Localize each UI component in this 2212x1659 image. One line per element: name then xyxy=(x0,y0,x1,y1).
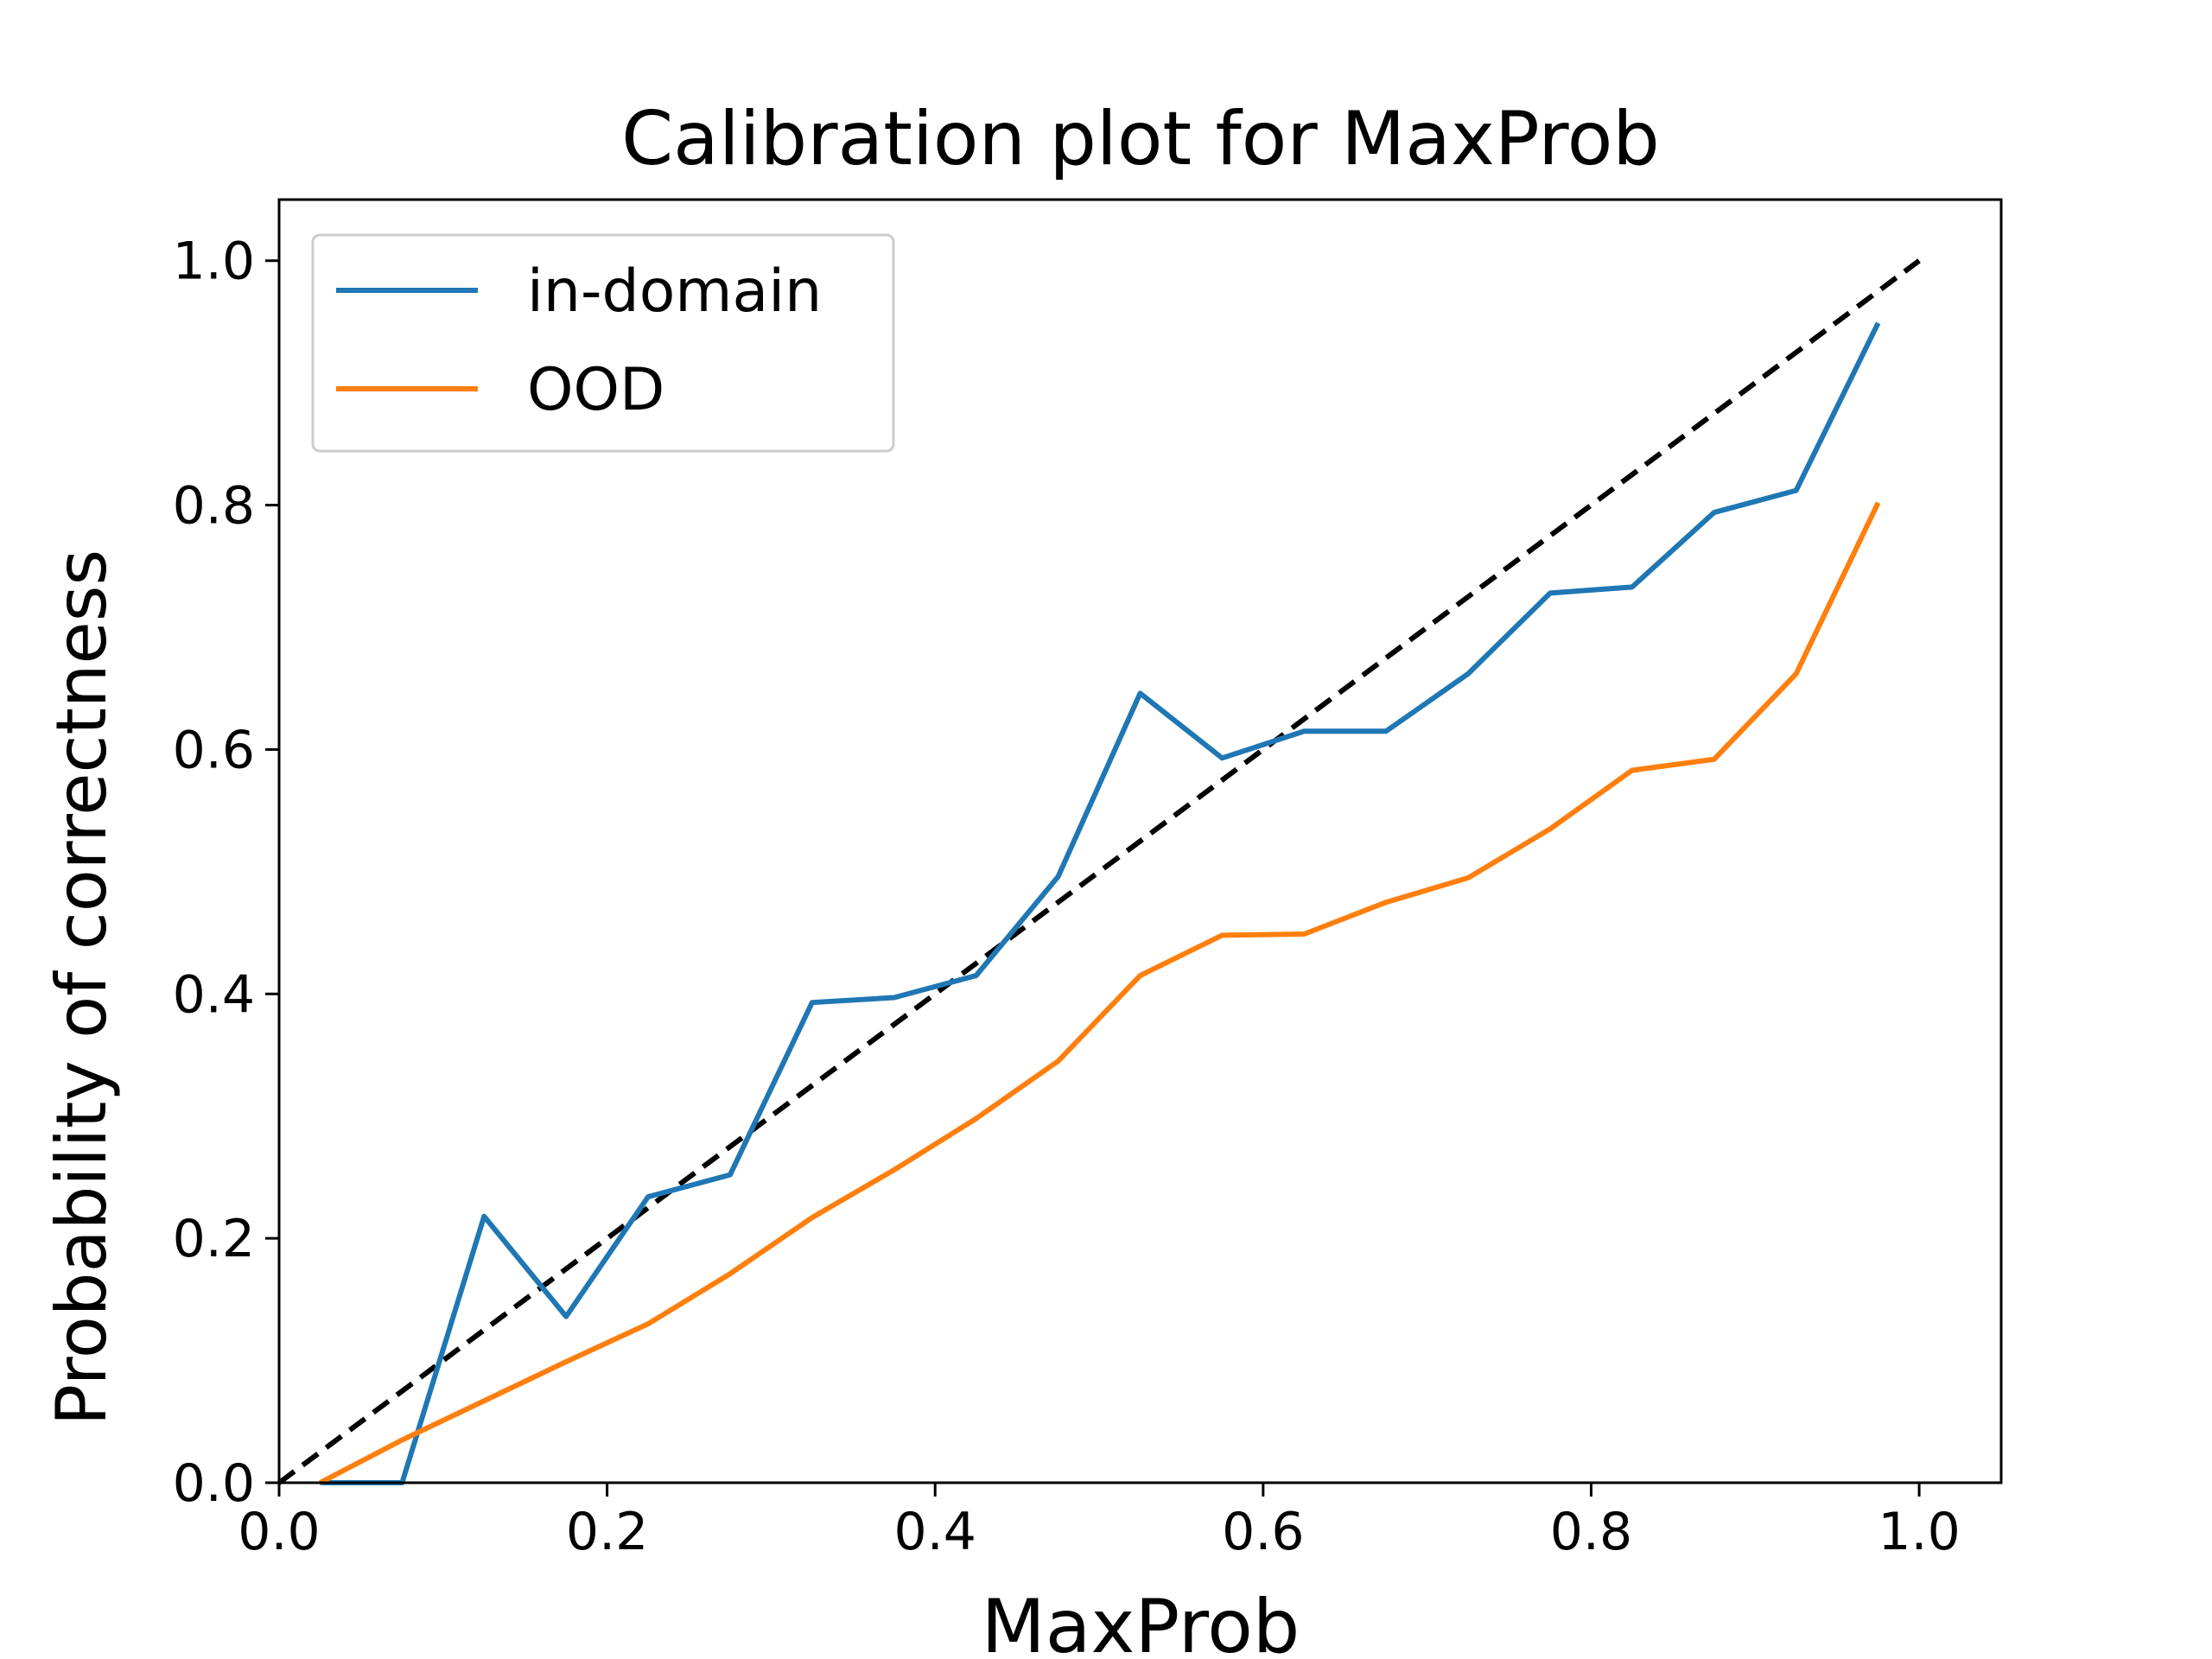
y-axis-label: Probability of correctness xyxy=(41,550,122,1426)
y-tick-label: 0.6 xyxy=(173,720,255,780)
perfect-calibration-line xyxy=(277,258,1921,1485)
series-line-ood xyxy=(319,501,1881,1485)
legend-label-in-domain: in-domain xyxy=(527,257,822,326)
x-tick-label: 0.8 xyxy=(1550,1502,1632,1562)
legend: in-domain OOD xyxy=(311,233,895,453)
axes-frame xyxy=(277,198,2003,1484)
chart-title: Calibration plot for MaxProb xyxy=(621,96,1660,182)
x-axis-label: MaxProb xyxy=(982,1584,1300,1659)
axes: 0.0 0.2 0.4 0.6 0.8 1.0 0.0 0.2 0.4 0.6 0.8 1.0 xyxy=(173,198,2003,1562)
x-tick-label: 0.0 xyxy=(238,1502,320,1562)
y-tick-label: 1.0 xyxy=(173,232,255,292)
y-tick-label: 0.0 xyxy=(173,1453,255,1514)
legend-label-ood: OOD xyxy=(527,356,664,424)
y-tick-label: 0.8 xyxy=(173,476,255,537)
x-tick-label: 0.6 xyxy=(1222,1502,1304,1562)
x-tick-label: 0.4 xyxy=(894,1502,976,1562)
y-tick-label: 0.4 xyxy=(173,964,255,1025)
plot-area xyxy=(277,258,1921,1485)
x-tick-label: 1.0 xyxy=(1878,1502,1960,1562)
series-line-in-domain xyxy=(320,321,1881,1485)
x-tick-label: 0.2 xyxy=(566,1502,648,1562)
y-tick-label: 0.2 xyxy=(173,1209,255,1269)
